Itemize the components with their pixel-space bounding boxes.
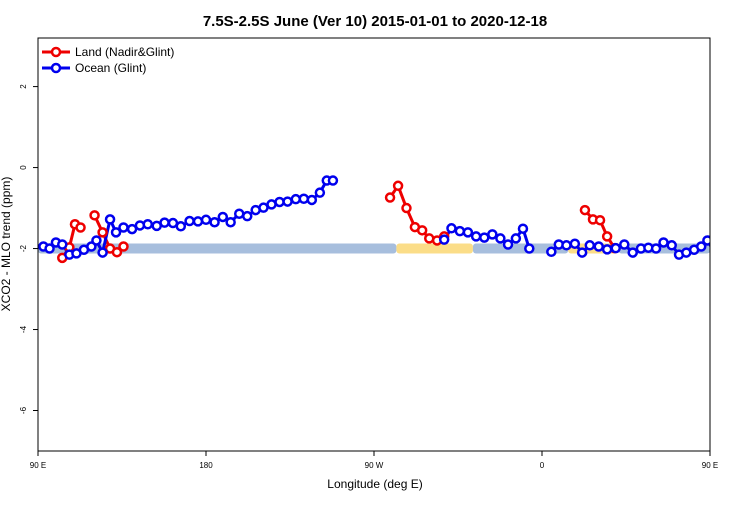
y-tick-label: -4 xyxy=(19,325,28,333)
ocean-data-point xyxy=(702,235,710,246)
ocean-data-point xyxy=(184,215,195,227)
ocean-data-point xyxy=(470,231,482,242)
ocean-data-point xyxy=(576,247,588,258)
ocean-data-point xyxy=(619,239,630,250)
band-segment-land xyxy=(396,243,473,254)
ocean-data-point xyxy=(627,247,638,258)
ocean-data-point xyxy=(454,225,466,237)
ocean-data-point xyxy=(44,243,55,254)
y-tick-label: 2 xyxy=(19,84,28,89)
land-data-point xyxy=(97,227,108,238)
band-segment-ocean xyxy=(472,243,569,254)
ocean-data-point xyxy=(650,243,662,254)
y-axis-label: XCO2 - MLO trend (ppm) xyxy=(0,177,13,312)
ocean-data-point xyxy=(546,246,557,258)
land-data-point xyxy=(392,180,404,192)
x-axis: 90 E 180 90 W 0 90 E xyxy=(30,451,718,470)
y-tick-label: -6 xyxy=(19,406,28,414)
land-data-point xyxy=(111,246,123,258)
land-data-point xyxy=(89,210,100,221)
x-tick-label: 90 E xyxy=(30,461,46,470)
ocean-data-point xyxy=(495,233,506,244)
legend-ocean-marker xyxy=(50,62,62,74)
ocean-data-point xyxy=(517,223,529,234)
ocean-data-point xyxy=(175,221,187,232)
ocean-data-point xyxy=(200,214,212,226)
ocean-data-point xyxy=(91,235,102,246)
ocean-data-point xyxy=(510,233,522,244)
chart-title: 7.5S-2.5S June (Ver 10) 2015-01-01 to 20… xyxy=(203,13,547,30)
x-tick-label: 180 xyxy=(199,461,213,470)
ocean-data-point xyxy=(327,175,339,186)
ocean-data-point xyxy=(462,227,474,238)
y-tick-label: -2 xyxy=(19,244,28,252)
land-data-point xyxy=(416,225,428,236)
series-group xyxy=(38,175,750,264)
land-data-point xyxy=(118,241,129,252)
legend-ocean-label: Ocean (Glint) xyxy=(75,61,146,75)
ocean-data-point xyxy=(209,216,220,228)
ocean-data-point xyxy=(159,217,170,228)
ocean-data-point xyxy=(524,243,535,254)
ocean-data-point xyxy=(717,215,725,223)
land-series-line xyxy=(388,184,445,242)
ocean-data-point xyxy=(142,219,154,230)
land-data-point xyxy=(384,192,396,203)
land-data-point xyxy=(601,231,613,242)
ocean-data-point xyxy=(487,229,498,240)
x-tick-label: 90 W xyxy=(365,461,384,470)
y-axis: 2 0 -2 -4 -6 xyxy=(19,84,38,414)
ocean-data-point xyxy=(282,196,293,207)
ocean-data-point xyxy=(593,241,604,252)
ocean-data-point xyxy=(126,223,138,235)
ocean-data-point xyxy=(57,239,68,250)
x-tick-label: 90 E xyxy=(702,461,718,470)
ocean-data-point xyxy=(666,240,677,251)
legend-land-label: Land (Nadir&Glint) xyxy=(75,45,174,59)
legend: Land (Nadir&Glint) Ocean (Glint) xyxy=(42,45,174,75)
ocean-data-point xyxy=(709,250,710,256)
land-data-point xyxy=(579,204,591,216)
ocean-data-point xyxy=(438,234,450,245)
ocean-data-point xyxy=(601,244,613,255)
ocean-data-point xyxy=(446,223,457,234)
ocean-data-point xyxy=(97,247,108,258)
ocean-data-point xyxy=(225,216,236,228)
ocean-data-point xyxy=(314,187,326,198)
ocean-data-point xyxy=(110,227,122,238)
ocean-data-point xyxy=(658,237,669,248)
x-axis-label: Longitude (deg E) xyxy=(327,477,422,491)
ocean-data-point xyxy=(242,210,253,222)
ocean-data-point xyxy=(561,240,572,251)
land-data-point xyxy=(594,214,606,226)
ocean-data-point xyxy=(298,193,310,204)
ocean-data-point xyxy=(584,240,596,251)
ocean-data-point xyxy=(695,241,707,252)
land-data-point xyxy=(75,222,86,233)
ocean-data-point xyxy=(724,228,732,236)
ocean-data-point xyxy=(739,226,747,234)
ocean-data-point xyxy=(217,211,229,223)
ocean-data-point xyxy=(118,222,129,233)
ocean-data-point xyxy=(306,194,318,206)
ocean-data-point xyxy=(569,238,581,249)
y-tick-label: 0 xyxy=(19,165,28,170)
x-tick-label: 0 xyxy=(540,461,545,470)
ocean-data-point xyxy=(192,216,204,227)
ocean-data-point xyxy=(104,214,116,225)
series-layer xyxy=(38,175,750,264)
ocean-data-point xyxy=(731,223,739,231)
ocean-series-line xyxy=(721,219,750,232)
land-data-point xyxy=(401,202,412,214)
ocean-data-point xyxy=(610,242,621,254)
legend-land-marker xyxy=(50,46,62,58)
ocean-data-point xyxy=(502,239,514,250)
